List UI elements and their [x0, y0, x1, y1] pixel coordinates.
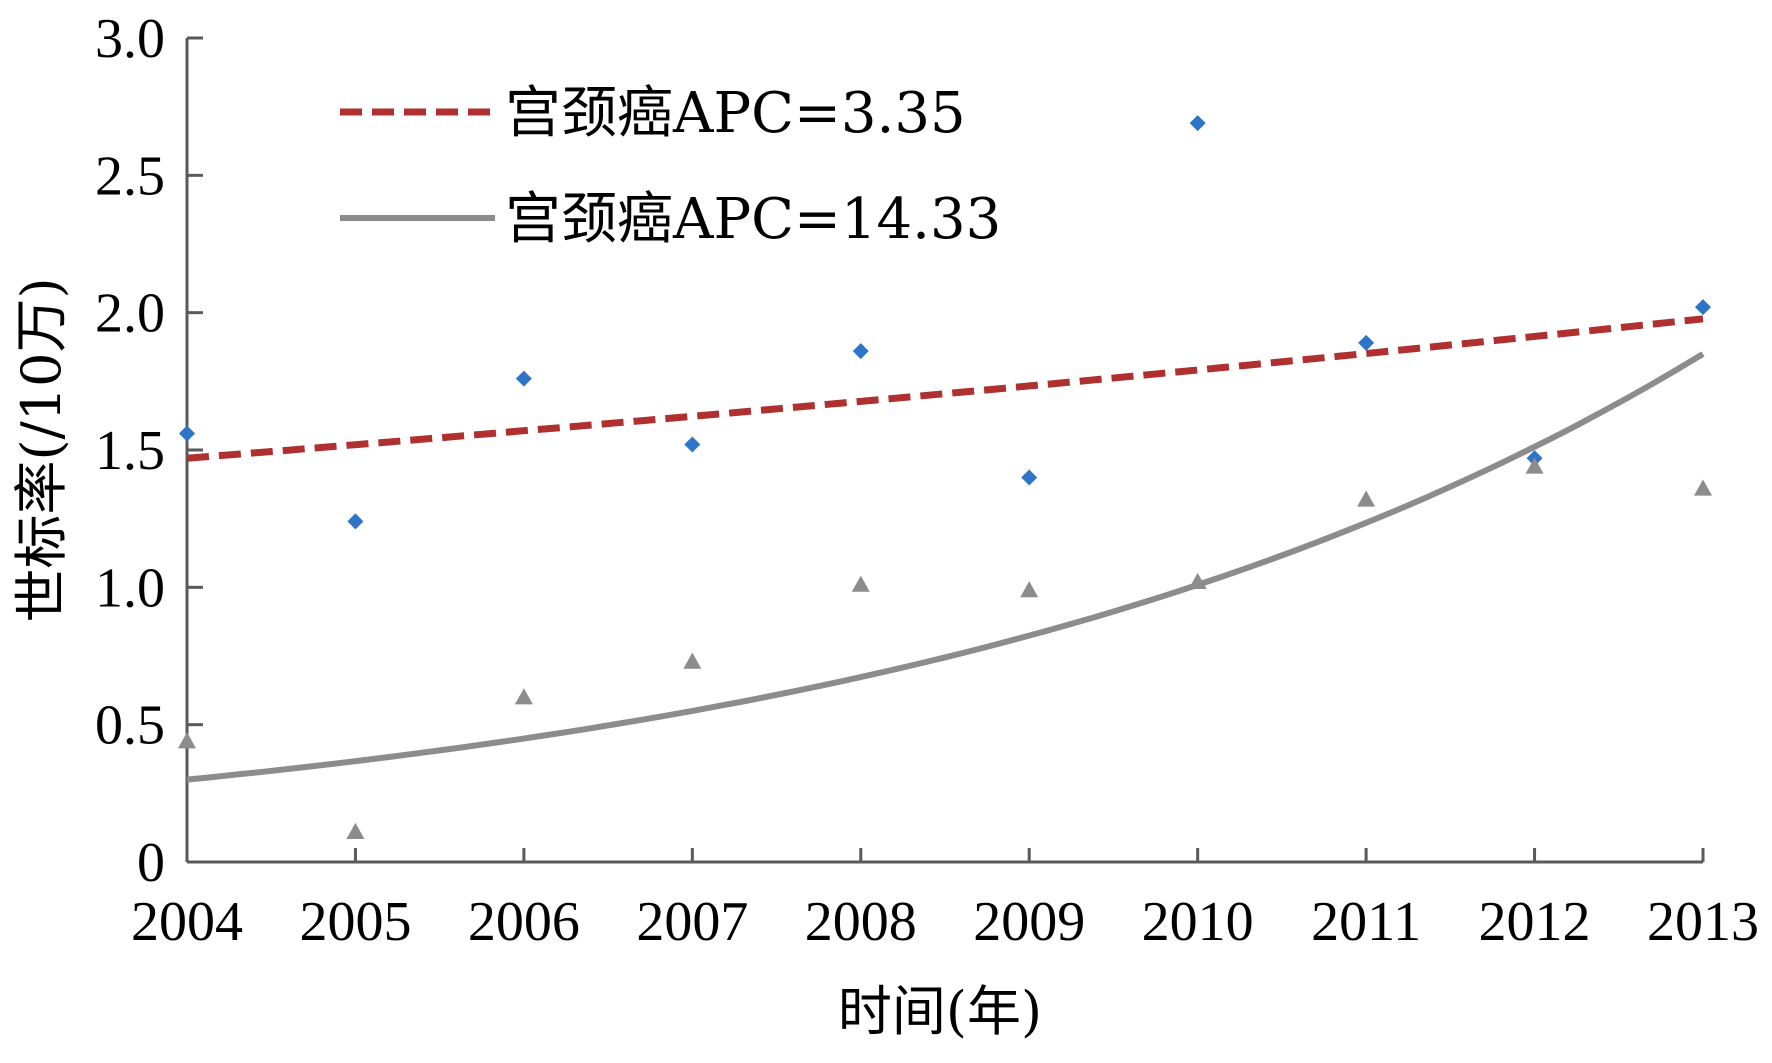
- x-tick-label: 2005: [299, 891, 411, 953]
- point-triangle: [178, 732, 196, 749]
- point-triangle: [1525, 457, 1544, 474]
- x-tick-label: 2006: [468, 891, 580, 953]
- legend: 宫颈癌APC=3.35 宫颈癌APC=14.33: [340, 81, 1001, 252]
- x-tick-label: 2010: [1142, 891, 1254, 953]
- y-tick-label: 0.5: [95, 695, 165, 757]
- y-axis-title: 世标率(/10万): [10, 277, 73, 622]
- legend-label-trend-2: 宫颈癌APC=14.33: [505, 187, 1001, 252]
- legend-label-trend-1: 宫颈癌APC=3.35: [505, 81, 966, 146]
- y-tick-label: 2.0: [95, 283, 165, 345]
- y-tick-label: 1.0: [95, 557, 165, 619]
- y-ticks: 0 0.5 1.0 1.5 2.0 2.5 3.0: [95, 8, 203, 894]
- trendline-1: [186, 315, 1704, 462]
- point-diamond: [515, 370, 532, 387]
- axes: [185, 38, 1703, 864]
- point-diamond: [179, 425, 195, 442]
- point-diamond: [852, 343, 869, 360]
- x-tick-label: 2011: [1311, 891, 1421, 953]
- point-diamond: [1695, 299, 1711, 316]
- trendline-2: [186, 351, 1705, 783]
- x-tick-label: 2007: [636, 891, 748, 953]
- point-triangle: [346, 822, 365, 839]
- x-tick-label: 2009: [973, 891, 1085, 953]
- point-triangle: [1188, 572, 1207, 590]
- x-ticks: 2004 2005 2006 2007 2008 2009 2010 2011 2012 2013: [131, 848, 1759, 953]
- point-diamond: [1021, 469, 1038, 486]
- point-diamond: [1189, 115, 1206, 132]
- y-tick-label: 0: [137, 832, 165, 894]
- point-triangle: [851, 575, 870, 592]
- y-tick-label: 1.5: [95, 420, 165, 482]
- point-triangle: [514, 688, 533, 705]
- point-diamond: [684, 436, 701, 453]
- y-tick-label: 3.0: [95, 8, 165, 70]
- x-tick-label: 2013: [1647, 891, 1759, 953]
- trendlines: [186, 315, 1705, 783]
- y-tick-label: 2.5: [95, 145, 165, 207]
- point-triangle: [683, 652, 702, 669]
- data-points: [178, 115, 1712, 839]
- point-triangle: [1020, 581, 1039, 598]
- x-axis-title: 时间(年): [838, 980, 1042, 1043]
- point-triangle: [1357, 490, 1376, 507]
- x-tick-label: 2004: [131, 891, 243, 953]
- point-triangle: [1694, 479, 1712, 496]
- x-tick-label: 2008: [805, 891, 917, 953]
- point-diamond: [1358, 334, 1375, 351]
- point-diamond: [347, 513, 364, 530]
- x-tick-label: 2012: [1479, 891, 1591, 953]
